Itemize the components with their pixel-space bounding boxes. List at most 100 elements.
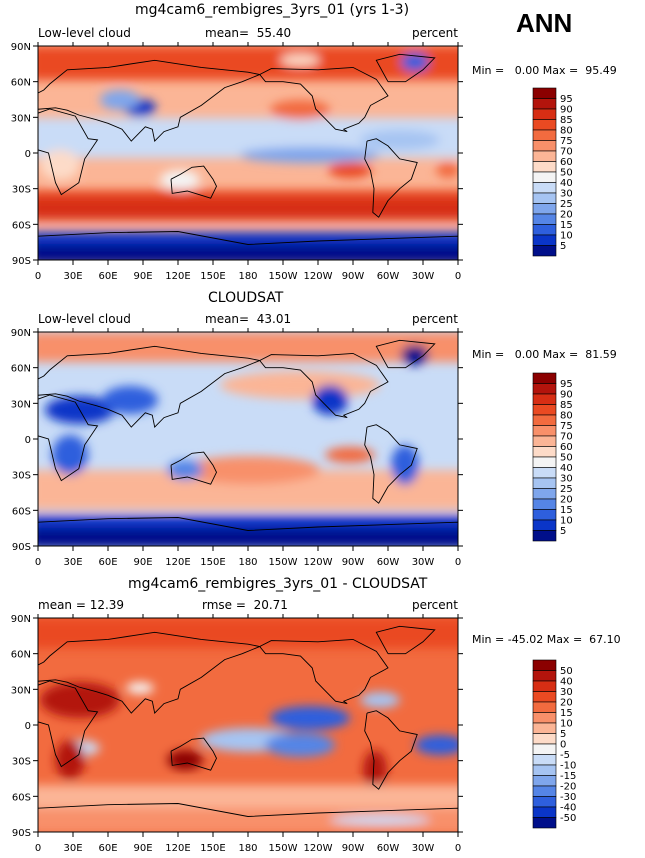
panel-1-colorbar-label: 10 bbox=[560, 231, 573, 242]
y-tick-label: 30S bbox=[12, 185, 31, 196]
x-tick-label: 60W bbox=[377, 843, 400, 854]
panel-2-colorbar-label: 75 bbox=[560, 421, 573, 432]
panel-2-colorbar-label: 85 bbox=[560, 400, 573, 411]
x-tick-label: 120W bbox=[304, 271, 333, 282]
panel-3-colorbar-box bbox=[532, 659, 557, 671]
x-tick-label: 30E bbox=[63, 843, 82, 854]
panel-3-colorbar-box bbox=[532, 722, 557, 734]
panel-1-colorbar-box bbox=[532, 150, 557, 162]
panel-3-coastlines bbox=[38, 625, 458, 832]
panel-2-colorbar-box bbox=[532, 456, 557, 468]
panel-3-colorbar-box bbox=[532, 691, 557, 703]
panel-3-colorbar-label: -40 bbox=[560, 803, 576, 814]
panel-2-colorbar-label: 20 bbox=[560, 495, 573, 506]
y-tick-label: 0 bbox=[25, 435, 31, 446]
panel-3-colorbar-label: -15 bbox=[560, 771, 576, 782]
panel-3-colorbar-box bbox=[532, 785, 557, 797]
panel-3-colorbar-label: 40 bbox=[560, 677, 573, 688]
x-tick-label: 90E bbox=[133, 271, 152, 282]
panel-3-colorbar-box bbox=[532, 701, 557, 713]
panel-1-colorbar-box bbox=[532, 87, 557, 99]
panel-1-colorbar-label: 95 bbox=[560, 94, 573, 105]
y-tick-label: 90S bbox=[12, 828, 31, 839]
x-tick-label: 120E bbox=[165, 557, 190, 568]
panel-1-mean: mean= 55.40 bbox=[205, 26, 292, 40]
panel-2-colorbar-label: 90 bbox=[560, 390, 573, 401]
x-tick-label: 120E bbox=[165, 271, 190, 282]
x-tick-label: 180 bbox=[238, 271, 257, 282]
panel-2-colorbar-label: 30 bbox=[560, 474, 573, 485]
coastline-0 bbox=[38, 108, 99, 196]
x-tick-label: 60E bbox=[98, 271, 117, 282]
panel-2-colorbar-label: 95 bbox=[560, 379, 573, 390]
panel-1-title: mg4cam6_rembigres_3yrs_01 (yrs 1-3) bbox=[135, 2, 410, 18]
season-label: ANN bbox=[516, 8, 573, 38]
x-tick-label: 60E bbox=[98, 843, 117, 854]
y-tick-label: 90N bbox=[11, 328, 31, 339]
panel-1-colorbar-box bbox=[532, 203, 557, 215]
panel-2-colorbar-box bbox=[532, 498, 557, 510]
x-tick-label: 0 bbox=[455, 843, 461, 854]
panel-3-colorbar-box bbox=[532, 796, 557, 808]
panel-1-colorbar-label: 90 bbox=[560, 105, 573, 116]
panel-2-colorbar-label: 60 bbox=[560, 442, 573, 453]
x-tick-label: 0 bbox=[455, 271, 461, 282]
x-tick-label: 0 bbox=[35, 271, 41, 282]
x-tick-label: 150E bbox=[200, 271, 225, 282]
y-tick-label: 90N bbox=[11, 614, 31, 625]
x-tick-label: 90E bbox=[133, 843, 152, 854]
panel-1-colorbar-box bbox=[532, 140, 557, 152]
coastline-2 bbox=[170, 737, 218, 771]
panel-3-colorbar-box bbox=[532, 743, 557, 755]
panel-2-colorbar-box bbox=[532, 414, 557, 426]
coastline-3 bbox=[259, 638, 389, 705]
panel-2-colorbar-box bbox=[532, 393, 557, 405]
coastline-1 bbox=[38, 631, 262, 715]
panel-3-colorbar-box bbox=[532, 670, 557, 682]
panel-1-colorbar-box bbox=[532, 182, 557, 194]
coastline-6 bbox=[38, 231, 458, 260]
y-tick-label: 60N bbox=[11, 650, 31, 661]
x-tick-label: 60W bbox=[377, 271, 400, 282]
x-tick-label: 120W bbox=[304, 843, 333, 854]
x-tick-label: 90E bbox=[133, 557, 152, 568]
panel-3-minmax: Min = -45.02 Max = 67.10 bbox=[472, 633, 621, 646]
panel-2-colorbar-box bbox=[532, 477, 557, 489]
x-tick-label: 180 bbox=[238, 843, 257, 854]
panel-1-colorbar-box bbox=[532, 129, 557, 141]
x-tick-label: 180 bbox=[238, 557, 257, 568]
x-tick-label: 90W bbox=[342, 271, 365, 282]
y-tick-label: 90N bbox=[11, 42, 31, 53]
panel-3-colorbar-box bbox=[532, 775, 557, 787]
coastline-4 bbox=[364, 424, 418, 504]
panel-2-colorbar-box bbox=[532, 509, 557, 521]
coastline-4 bbox=[364, 138, 418, 218]
x-tick-label: 0 bbox=[35, 557, 41, 568]
x-tick-label: 90W bbox=[342, 843, 365, 854]
y-tick-label: 30S bbox=[12, 757, 31, 768]
panel-1-colorbar-label: 30 bbox=[560, 189, 573, 200]
x-tick-label: 150W bbox=[269, 557, 298, 568]
coastline-2 bbox=[170, 451, 218, 485]
panel-2-colorbar-box bbox=[532, 519, 557, 531]
x-tick-label: 30W bbox=[412, 271, 435, 282]
coastline-4 bbox=[364, 710, 418, 790]
x-tick-label: 30E bbox=[63, 271, 82, 282]
panel-3-mean: mean = 12.39 bbox=[38, 598, 125, 612]
panel-1-colorbar-label: 70 bbox=[560, 147, 573, 158]
panel-1-colorbar-label: 85 bbox=[560, 115, 573, 126]
panel-2-mean: mean= 43.01 bbox=[205, 312, 292, 326]
panel-2-colorbar-box bbox=[532, 383, 557, 395]
panel-1-colorbar-box bbox=[532, 245, 557, 257]
panel-1-map bbox=[38, 46, 458, 260]
panel-3-colorbar-label: 50 bbox=[560, 666, 573, 677]
coastline-6 bbox=[38, 803, 458, 832]
panel-3-units: percent bbox=[412, 598, 458, 612]
panel-1-colorbar-label: 40 bbox=[560, 178, 573, 189]
y-tick-label: 30S bbox=[12, 471, 31, 482]
panel-3-colorbar-box bbox=[532, 754, 557, 766]
panel-1-colorbar-box bbox=[532, 213, 557, 225]
panel-3-colorbar-label: -50 bbox=[560, 813, 576, 824]
panel-1-colorbar-box bbox=[532, 192, 557, 204]
panel-3-colorbar-box bbox=[532, 733, 557, 745]
